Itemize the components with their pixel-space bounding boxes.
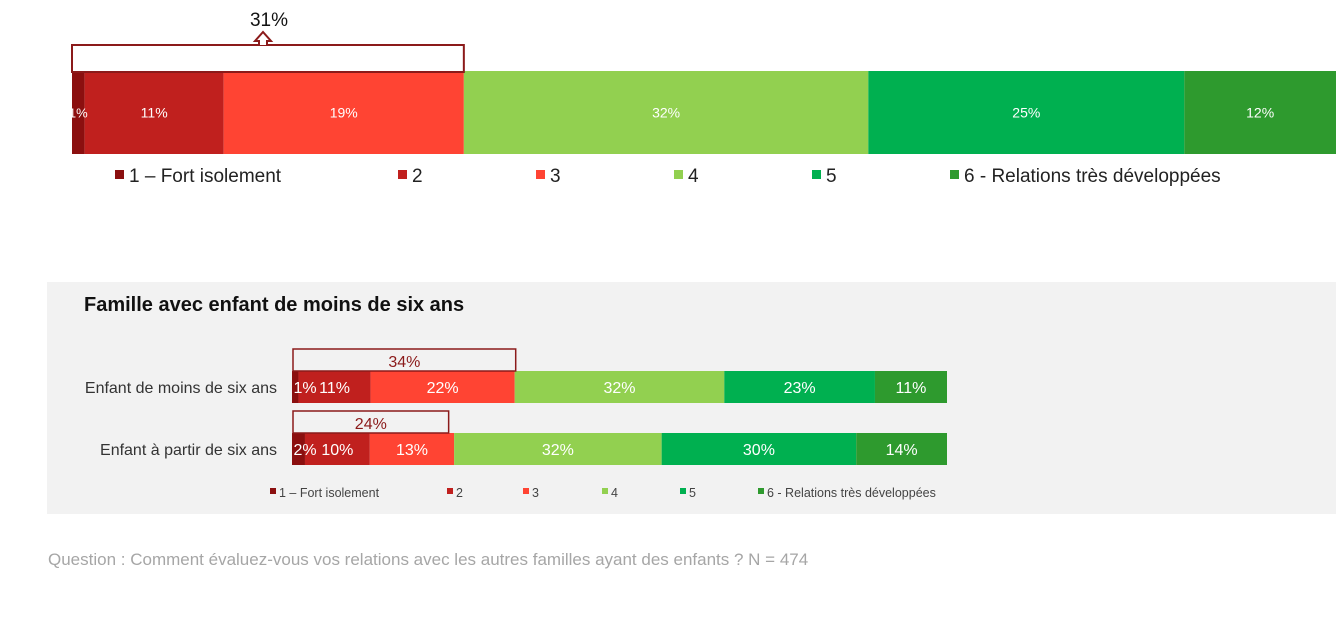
bar-label-r2-s3: 13% [396, 442, 428, 459]
top-bar-label-1: 1% [69, 106, 88, 121]
bar-label-r1-s2: 11% [319, 380, 350, 397]
bar-label-r2-s4: 32% [542, 442, 574, 459]
bracket-box-2 [292, 410, 450, 434]
question-footnote: Question : Comment évaluez-vous vos rela… [48, 550, 809, 569]
top-legend-label-4: 4 [688, 166, 699, 187]
bar-label-r2-s5: 30% [743, 442, 775, 459]
top-legend-swatch-4 [674, 170, 683, 179]
top-bracket-arrow [252, 30, 274, 46]
bar-label-r1-s3: 22% [427, 380, 459, 397]
bar-label-r1-s5: 23% [784, 380, 816, 397]
legend-swatch-3 [523, 488, 529, 494]
top-bar-label-6: 12% [1246, 105, 1274, 121]
legend-label-2: 2 [456, 486, 463, 500]
legend-label-6: 6 - Relations très développées [767, 486, 936, 500]
bar-label-r1-s6: 11% [896, 380, 927, 397]
top-legend-swatch-3 [536, 170, 545, 179]
top-legend-label-5: 5 [826, 166, 837, 187]
top-bar-label-2: 11% [141, 105, 168, 121]
category-label-2: Enfant à partir de six ans [100, 442, 277, 459]
top-bar-segment-5 [868, 71, 1185, 154]
top-legend-swatch-1 [115, 170, 124, 179]
bar-label-r2-s6: 14% [886, 442, 918, 459]
legend-swatch-6 [758, 488, 764, 494]
top-legend-label-3: 3 [550, 166, 561, 187]
bracket-box-1 [292, 348, 517, 372]
legend-swatch-4 [602, 488, 608, 494]
bar-label-r1-s1: 1% [293, 380, 316, 397]
top-bracket-label: 31% [250, 10, 288, 31]
bottom-chart: Enfant de moins de six ans Enfant à parti… [85, 348, 947, 500]
legend-swatch-2 [447, 488, 453, 494]
top-legend-label-1: 1 – Fort isolement [129, 166, 282, 187]
bar-segment-r1-s4 [514, 371, 725, 403]
top-bar-label-4: 32% [652, 105, 680, 121]
bar-segment-r2-s5 [661, 433, 857, 465]
category-label-1: Enfant de moins de six ans [85, 380, 277, 397]
bar-segment-r1-s5 [724, 371, 875, 403]
chart-title: Famille avec enfant de moins de six ans [84, 294, 465, 316]
bar-label-r1-s4: 32% [603, 380, 635, 397]
top-legend-label-2: 2 [412, 166, 423, 187]
top-bar-segment-3 [223, 71, 464, 154]
top-legend-swatch-5 [812, 170, 821, 179]
legend-label-3: 3 [532, 486, 539, 500]
bar-label-r2-s1: 2% [293, 442, 316, 459]
legend-label-1: 1 – Fort isolement [279, 486, 380, 500]
top-legend-swatch-6 [950, 170, 959, 179]
top-bar-label-3: 19% [330, 105, 358, 121]
legend-swatch-1 [270, 488, 276, 494]
bar-segment-r1-s6 [874, 371, 947, 403]
legend-swatch-5 [680, 488, 686, 494]
bracket-label-1: 34% [388, 354, 420, 371]
top-bar-label-5: 25% [1012, 105, 1040, 121]
legend-label-4: 4 [611, 486, 618, 500]
bar-segment-r1-s2 [298, 371, 371, 403]
top-bar-segment-2 [84, 71, 224, 154]
bar-segment-r2-s1 [292, 433, 305, 465]
top-bar-segment-6 [1184, 71, 1336, 154]
bar-segment-r1-s1 [292, 371, 299, 403]
bar-segment-r1-s3 [370, 371, 515, 403]
bar-segment-r2-s3 [369, 433, 455, 465]
bar-segment-r2-s6 [856, 433, 947, 465]
top-chart: 1% 11% 19% 32% 25% 12% 31% 1 – Fort isolement… [69, 10, 1336, 187]
bar-segment-r2-s4 [454, 433, 662, 465]
top-legend-swatch-2 [398, 170, 407, 179]
bar-segment-r2-s2 [304, 433, 370, 465]
bar-label-r2-s2: 10% [321, 442, 353, 459]
top-bar-segment-1 [72, 71, 85, 154]
top-legend-label-6: 6 - Relations très développées [964, 166, 1221, 187]
bracket-label-2: 24% [355, 416, 387, 433]
top-bar-segment-4 [463, 71, 869, 154]
legend-label-5: 5 [689, 486, 696, 500]
